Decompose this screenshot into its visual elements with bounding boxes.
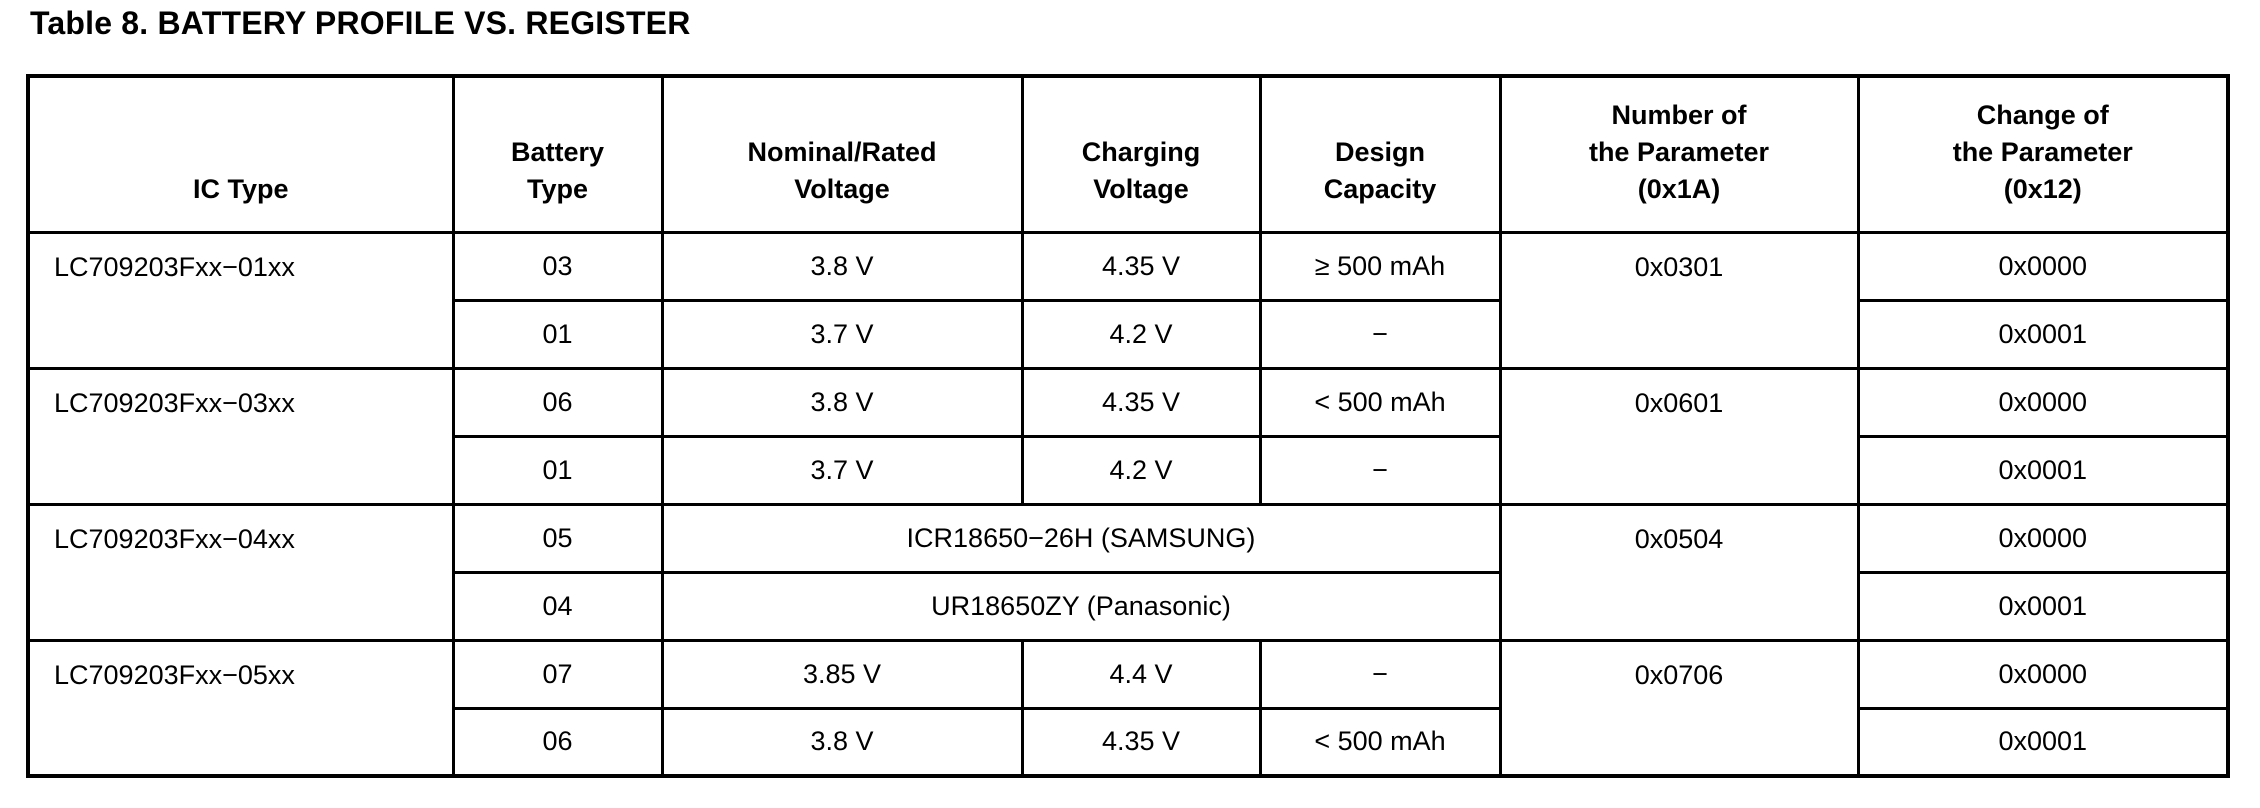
header-charging-voltage: Charging Voltage	[1020, 74, 1262, 234]
table-row: LC709203Fxx−04xx 05 ICR18650−26H (SAMSUN…	[26, 502, 2230, 642]
ic-type-cell: LC709203Fxx−05xx	[26, 638, 455, 778]
change-parameter-cell: 0x0001	[1856, 570, 2230, 642]
table-row: 04 UR18650ZY (Panasonic) 0x0001	[28, 570, 2230, 642]
battery-profile-table: IC Type Battery Type Nominal/Rated Volta…	[26, 74, 2230, 778]
design-capacity-cell: −	[1258, 298, 1502, 370]
charging-voltage-cell: 4.35 V	[1020, 366, 1262, 438]
ic-type-text: LC709203Fxx−01xx	[54, 252, 295, 282]
battery-type-cell: 03	[451, 230, 664, 302]
design-capacity-cell: −	[1258, 638, 1502, 710]
charging-voltage-cell: 4.2 V	[1020, 298, 1262, 370]
number-parameter-text: 0x0601	[1634, 388, 1724, 418]
header-ic-type: IC Type	[26, 74, 455, 234]
battery-type-cell: 01	[451, 434, 664, 506]
ic-type-cell: LC709203Fxx−04xx	[26, 502, 455, 642]
table-title: Table 8. BATTERY PROFILE VS. REGISTER	[30, 5, 691, 41]
change-parameter-cell: 0x0000	[1856, 366, 2230, 438]
design-capacity-cell: ≥ 500 mAh	[1258, 230, 1502, 302]
change-parameter-cell: 0x0000	[1856, 638, 2230, 710]
ic-type-cell: LC709203Fxx−01xx	[26, 230, 455, 370]
table-row: 01 3.7 V 4.2 V − 0x0001	[28, 434, 2230, 506]
number-parameter-cell: 0x0504	[1498, 502, 1860, 642]
change-parameter-cell: 0x0000	[1856, 502, 2230, 574]
design-capacity-cell: < 500 mAh	[1258, 706, 1502, 778]
number-parameter-text: 0x0706	[1634, 660, 1724, 690]
table-row: LC709203Fxx−03xx 06 3.8 V 4.35 V < 500 m…	[26, 366, 2230, 506]
change-parameter-cell: 0x0001	[1856, 706, 2230, 778]
ic-type-text: LC709203Fxx−03xx	[54, 388, 295, 418]
table-row: 06 3.8 V 4.35 V < 500 mAh 0x0001	[28, 706, 2230, 778]
nominal-voltage-cell: 3.85 V	[660, 638, 1024, 710]
nominal-voltage-cell: 3.8 V	[660, 706, 1024, 778]
change-parameter-cell: 0x0001	[1856, 298, 2230, 370]
number-parameter-cell: 0x0601	[1498, 366, 1860, 506]
charging-voltage-cell: 4.35 V	[1020, 706, 1262, 778]
design-capacity-cell: < 500 mAh	[1258, 366, 1502, 438]
header-change-of-parameter: Change of the Parameter (0x12)	[1856, 74, 2230, 234]
ic-type-cell: LC709203Fxx−03xx	[26, 366, 455, 506]
battery-type-cell: 07	[451, 638, 664, 710]
battery-type-cell: 05	[451, 502, 664, 574]
header-nominal-rated-voltage: Nominal/Rated Voltage	[660, 74, 1024, 234]
battery-type-cell: 06	[451, 706, 664, 778]
number-parameter-text: 0x0301	[1634, 252, 1724, 282]
table-row: 01 3.7 V 4.2 V − 0x0001	[28, 298, 2230, 370]
header-row: IC Type Battery Type Nominal/Rated Volta…	[26, 74, 2230, 234]
charging-voltage-cell: 4.2 V	[1020, 434, 1262, 506]
ic-type-text: LC709203Fxx−05xx	[54, 660, 295, 690]
number-parameter-cell: 0x0706	[1498, 638, 1860, 778]
header-battery-type: Battery Type	[451, 74, 664, 234]
nominal-voltage-cell: 3.7 V	[660, 298, 1024, 370]
table-row: LC709203Fxx−05xx 07 3.85 V 4.4 V − 0x070…	[26, 638, 2230, 778]
header-number-of-parameter: Number of the Parameter (0x1A)	[1498, 74, 1860, 234]
change-parameter-cell: 0x0001	[1856, 434, 2230, 506]
battery-cell-name-cell: UR18650ZY (Panasonic)	[660, 570, 1502, 642]
change-parameter-cell: 0x0000	[1856, 230, 2230, 302]
design-capacity-cell: −	[1258, 434, 1502, 506]
nominal-voltage-cell: 3.7 V	[660, 434, 1024, 506]
nominal-voltage-cell: 3.8 V	[660, 230, 1024, 302]
number-parameter-cell: 0x0301	[1498, 230, 1860, 370]
number-parameter-text: 0x0504	[1634, 524, 1724, 554]
charging-voltage-cell: 4.35 V	[1020, 230, 1262, 302]
battery-type-cell: 06	[451, 366, 664, 438]
nominal-voltage-cell: 3.8 V	[660, 366, 1024, 438]
battery-type-cell: 01	[451, 298, 664, 370]
header-design-capacity: Design Capacity	[1258, 74, 1502, 234]
charging-voltage-cell: 4.4 V	[1020, 638, 1262, 710]
ic-type-text: LC709203Fxx−04xx	[54, 524, 295, 554]
battery-type-cell: 04	[451, 570, 664, 642]
table-row: LC709203Fxx−01xx 03 3.8 V 4.35 V ≥ 500 m…	[26, 230, 2230, 370]
battery-cell-name-cell: ICR18650−26H (SAMSUNG)	[660, 502, 1502, 574]
